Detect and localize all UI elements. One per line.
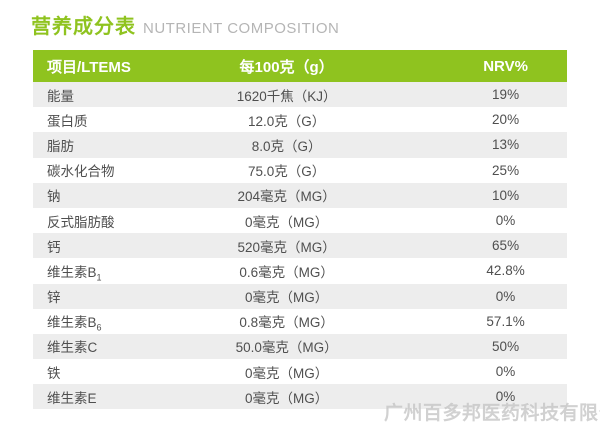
nutrient-name: 脂肪 [33, 135, 129, 155]
nutrient-name: 维生素C [33, 336, 129, 356]
table-row: 钠 204毫克（MG） 10% [33, 182, 567, 208]
nutrient-name: 能量 [33, 85, 129, 105]
nutrient-value: 0毫克（MG） [245, 290, 329, 306]
nutrient-name-subscript: 6 [96, 322, 102, 333]
nutrient-name-text: 铁 [47, 365, 61, 381]
title-chinese: 营养成分表 [31, 16, 136, 38]
nutrient-name: 锌 [33, 286, 129, 306]
nutrient-name-text: 锌 [47, 290, 61, 306]
nutrient-name: 钙 [33, 236, 129, 256]
nutrient-nrv: 0% [495, 213, 516, 229]
nutrient-name: 钠 [33, 185, 129, 205]
table-row: 反式脂肪酸 0毫克（MG） 0% [33, 207, 567, 234]
watermark: 广州百多邦医药科技有限公 [384, 403, 600, 424]
nutrient-nrv: 57.1% [486, 313, 525, 329]
nutrient-value: 0.8毫克（MG） [239, 315, 334, 331]
nutrient-name-text: 反式脂肪酸 [47, 214, 115, 230]
nutrient-name-text: 维生素E [47, 390, 97, 406]
page-title: 营养成分表 NUTRIENT COMPOSITION [31, 10, 339, 39]
nutrient-value: 0毫克（MG） [245, 390, 329, 406]
table-row: 锌 0毫克（MG） 0% [33, 283, 567, 309]
nutrient-nrv: 0% [495, 288, 516, 304]
nutrient-value: 520毫克（MG） [237, 239, 336, 255]
nutrient-nrv: 0% [495, 389, 516, 405]
table-row: 能量 1620千焦（KJ） 19% [33, 82, 567, 108]
nutrient-name-subscript: 1 [96, 272, 102, 283]
nutrient-name-text: 维生素B [47, 264, 97, 280]
nutrient-nrv: 25% [492, 162, 520, 178]
nutrition-table: 项目/LTEMS 每100克（g） NRV% 能量 1620千焦（KJ） 19%… [33, 50, 567, 410]
table-row: 维生素B1 0.6毫克（MG） 42.8% [33, 258, 567, 284]
nutrient-value: 50.0毫克（MG） [235, 340, 338, 356]
table-row: 维生素C 50.0毫克（MG） 50% [33, 333, 567, 360]
table-row: 蛋白质 12.0克（G） 20% [33, 107, 567, 133]
nutrient-nrv: 0% [495, 364, 516, 380]
nutrient-name-text: 维生素B [47, 315, 97, 331]
nutrient-name: 维生素B1 [33, 261, 129, 283]
nutrient-value: 12.0克（G） [247, 113, 326, 129]
nutrient-nrv: 19% [492, 87, 520, 103]
table-row: 铁 0毫克（MG） 0% [33, 359, 567, 385]
nutrient-nrv: 42.8% [486, 263, 525, 279]
nutrient-name-text: 能量 [47, 88, 74, 104]
nutrient-nrv: 20% [492, 112, 520, 128]
nutrient-name-text: 碳水化合物 [47, 164, 115, 180]
nutrient-name-text: 钠 [47, 189, 61, 205]
nutrient-value: 0毫克（MG） [245, 214, 329, 230]
table-body: 能量 1620千焦（KJ） 19% 蛋白质 12.0克（G） 20% 脂肪 8.… [33, 82, 567, 410]
nutrient-value: 75.0克（G） [247, 164, 326, 180]
nutrient-name: 铁 [33, 362, 129, 382]
table-row: 维生素E 0毫克（MG） 0% [33, 384, 567, 410]
table-row: 脂肪 8.0克（G） 13% [33, 132, 567, 158]
nutrient-value: 1620千焦（KJ） [236, 88, 337, 104]
nutrient-nrv: 10% [492, 187, 520, 203]
nutrient-nrv: 65% [492, 238, 520, 254]
table-row: 钙 520毫克（MG） 65% [33, 233, 567, 259]
table-row: 维生素B6 0.8毫克（MG） 57.1% [33, 308, 567, 334]
nutrient-name: 碳水化合物 [33, 160, 129, 180]
nutrient-name-text: 脂肪 [47, 138, 74, 154]
nutrient-nrv: 13% [492, 137, 520, 153]
nutrient-name: 蛋白质 [33, 110, 129, 130]
nutrient-name: 维生素B6 [33, 311, 129, 333]
column-header-nrv: NRV% [483, 57, 528, 75]
nutrient-value: 204毫克（MG） [237, 189, 336, 205]
nutrient-value: 0.6毫克（MG） [239, 264, 334, 280]
nutrient-name-text: 维生素C [47, 340, 98, 356]
nutrient-name: 反式脂肪酸 [33, 211, 129, 231]
nutrient-name-text: 钙 [47, 239, 61, 255]
column-header-item: 项目/LTEMS [47, 58, 131, 76]
nutrient-nrv: 50% [492, 338, 520, 354]
nutrient-name: 维生素E [33, 387, 129, 407]
nutrient-value: 8.0克（G） [251, 138, 322, 154]
table-row: 碳水化合物 75.0克（G） 25% [33, 157, 567, 183]
table-header-row: 项目/LTEMS 每100克（g） NRV% [33, 50, 567, 82]
nutrient-value: 0毫克（MG） [245, 365, 329, 381]
title-english: NUTRIENT COMPOSITION [143, 20, 340, 37]
column-header-per100g: 每100克（g） [239, 58, 334, 76]
nutrient-name-text: 蛋白质 [47, 113, 88, 129]
